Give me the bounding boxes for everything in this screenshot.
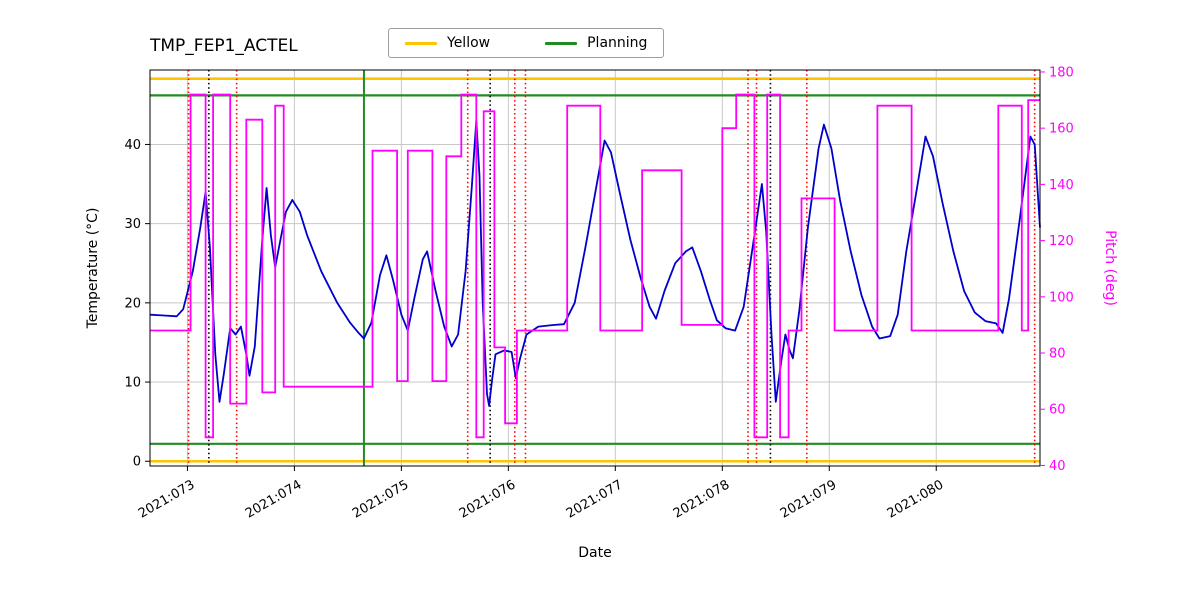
plot-background — [150, 70, 1040, 466]
legend: Yellow Planning — [388, 28, 665, 58]
x-tick-label: 2021:075 — [350, 477, 411, 521]
x-tick-label: 2021:079 — [778, 477, 839, 521]
legend-label-yellow: Yellow — [447, 35, 491, 51]
y-tick-label-left: 20 — [124, 296, 141, 311]
y-tick-label-right: 100 — [1049, 290, 1074, 305]
y-axis-label-right: Pitch (deg) — [1102, 230, 1118, 306]
legend-entry-yellow: Yellow — [405, 35, 490, 51]
x-axis-label: Date — [578, 545, 611, 561]
legend-entry-planning: Planning — [545, 35, 647, 51]
chart-title: TMP_FEP1_ACTEL — [150, 36, 298, 56]
x-tick-label: 2021:076 — [457, 477, 518, 521]
x-tick-label: 2021:080 — [885, 477, 946, 521]
pitch-series — [150, 93, 1040, 439]
y-tick-label-right: 180 — [1049, 65, 1074, 80]
y-tick-label-left: 10 — [124, 376, 141, 391]
y-tick-label-left: 0 — [133, 455, 141, 470]
y-axis-label-left: Temperature (°C) — [85, 208, 101, 330]
yellow-limit-line-swatch — [405, 41, 437, 45]
y-tick-label-right: 160 — [1049, 122, 1074, 137]
x-tick-label: 2021:077 — [564, 477, 625, 521]
x-tick-label: 2021:078 — [671, 477, 732, 521]
legend-label-planning: Planning — [587, 35, 648, 51]
y-tick-label-left: 30 — [124, 217, 141, 232]
y-tick-label-right: 120 — [1049, 234, 1074, 249]
y-tick-label-left: 40 — [124, 138, 141, 153]
y-tick-label-right: 140 — [1049, 178, 1074, 193]
planning-limit-line-swatch — [545, 41, 578, 45]
temperature-series — [149, 119, 1041, 407]
y-tick-label-right: 40 — [1049, 459, 1066, 474]
y-tick-label-right: 80 — [1049, 347, 1066, 362]
axes-frame — [149, 69, 1041, 467]
y-tick-label-right: 60 — [1049, 403, 1066, 418]
x-tick-label: 2021:073 — [136, 477, 197, 521]
x-tick-label: 2021:074 — [243, 477, 304, 521]
